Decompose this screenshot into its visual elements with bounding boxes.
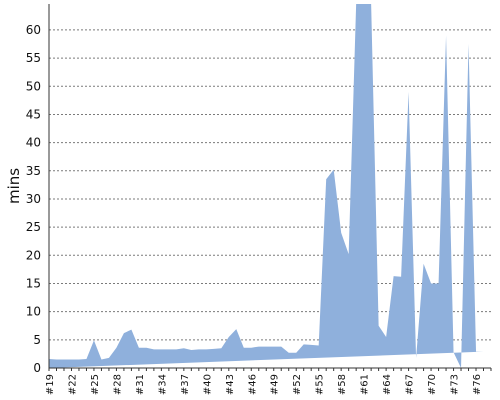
x-tick-label: #43 (225, 374, 236, 395)
y-tick-label: 15 (26, 276, 41, 290)
x-tick-label: #31 (135, 374, 146, 395)
x-tick-label: #55 (315, 374, 326, 395)
y-tick-label: 45 (26, 107, 41, 121)
y-tick-label: 50 (26, 79, 41, 93)
series-area (49, 4, 484, 368)
y-tick-label: 20 (26, 248, 41, 262)
y-tick-label: 10 (26, 305, 41, 319)
x-tick-labels: #19 #22 #25 #28 #31 #34 #37 #40 #43 #46 #49 #52 #55 #… (45, 374, 483, 395)
x-tick-label: #22 (67, 374, 78, 395)
x-tick-label: #70 (427, 374, 438, 395)
x-tick-label: #64 (382, 374, 393, 395)
x-tick-label: #49 (270, 374, 281, 395)
y-tick-label: 60 (26, 23, 41, 37)
y-axis-label: mins (5, 168, 23, 204)
x-tick-label: #73 (450, 374, 461, 395)
x-tick-label: #25 (90, 374, 101, 395)
x-tick-label: #67 (405, 374, 416, 395)
y-tick-label: 25 (26, 220, 41, 234)
x-tick-label: #40 (202, 374, 213, 395)
x-tick-label: #34 (157, 374, 168, 395)
x-tick-label: #28 (112, 374, 123, 395)
x-tick-label: #19 (45, 374, 56, 395)
area-series (49, 4, 484, 368)
y-tick-label: 35 (26, 164, 41, 178)
x-tick-label: #61 (360, 374, 371, 395)
x-tick-label: #76 (472, 374, 483, 395)
grid-lines (49, 29, 491, 341)
y-tick-label: 30 (26, 192, 41, 206)
axes (48, 4, 492, 371)
y-tick-label: 40 (26, 136, 41, 150)
y-tick-label: 0 (33, 361, 41, 375)
x-tick-label: #52 (292, 374, 303, 395)
x-tick-label: #46 (247, 374, 258, 395)
x-tick-label: #58 (337, 374, 348, 395)
y-tick-labels: 0 5 10 15 20 25 30 35 40 45 50 55 60 (26, 23, 41, 375)
y-tick-label: 55 (26, 51, 41, 65)
y-tick-label: 5 (33, 333, 41, 347)
x-tick-label: #37 (180, 374, 191, 395)
